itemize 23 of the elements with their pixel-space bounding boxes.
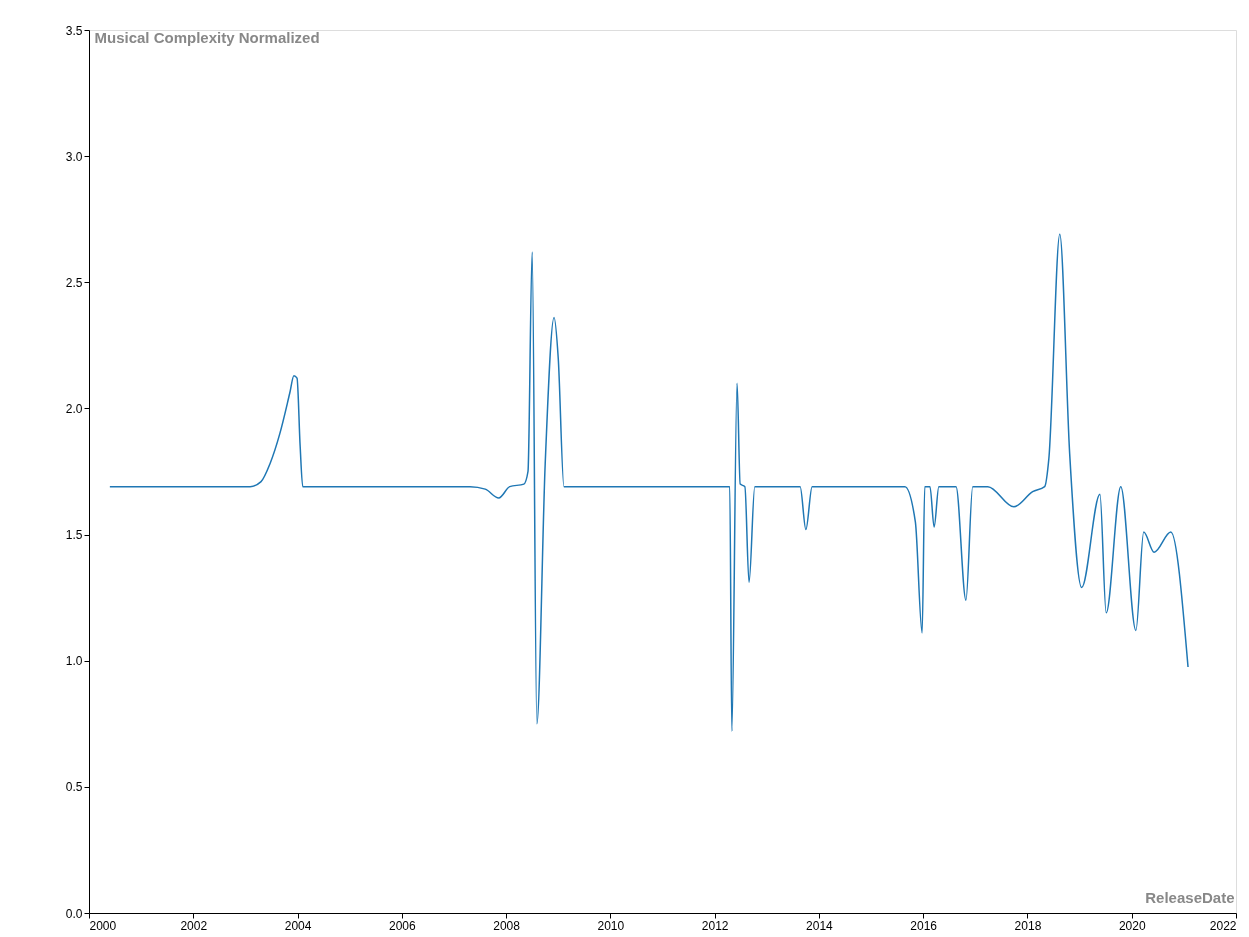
y-tick-label: 3.5 (65, 23, 83, 38)
y-tick-label: 1.0 (65, 654, 83, 669)
x-tick-label: 2020 (1118, 918, 1146, 933)
x-tick-label: 2008 (493, 918, 521, 933)
x-axis-title: ReleaseDate (1145, 888, 1235, 906)
x-tick-label: 2004 (284, 918, 312, 933)
y-tick-label: 0.5 (65, 780, 83, 795)
y-tick-label: 2.5 (65, 275, 83, 290)
x-tick-label: 2022 (1209, 918, 1237, 933)
y-tick-label: 0.0 (65, 906, 83, 921)
x-tick-label: 2000 (89, 918, 117, 933)
y-tick-label: 1.5 (65, 528, 83, 543)
x-tick-label: 2012 (701, 918, 729, 933)
x-tick-label: 2018 (1014, 918, 1042, 933)
line-series (109, 233, 1189, 733)
x-tick-label: 2016 (910, 918, 938, 933)
x-tick-label: 2006 (388, 918, 416, 933)
y-tick-label: 2.0 (65, 401, 83, 416)
x-tick-label: 2014 (806, 918, 834, 933)
y-axis-title: Musical Complexity Normalized (94, 28, 320, 46)
y-tick-label: 3.0 (65, 149, 83, 164)
x-tick-label: 2010 (597, 918, 625, 933)
x-tick-label: 2002 (180, 918, 208, 933)
